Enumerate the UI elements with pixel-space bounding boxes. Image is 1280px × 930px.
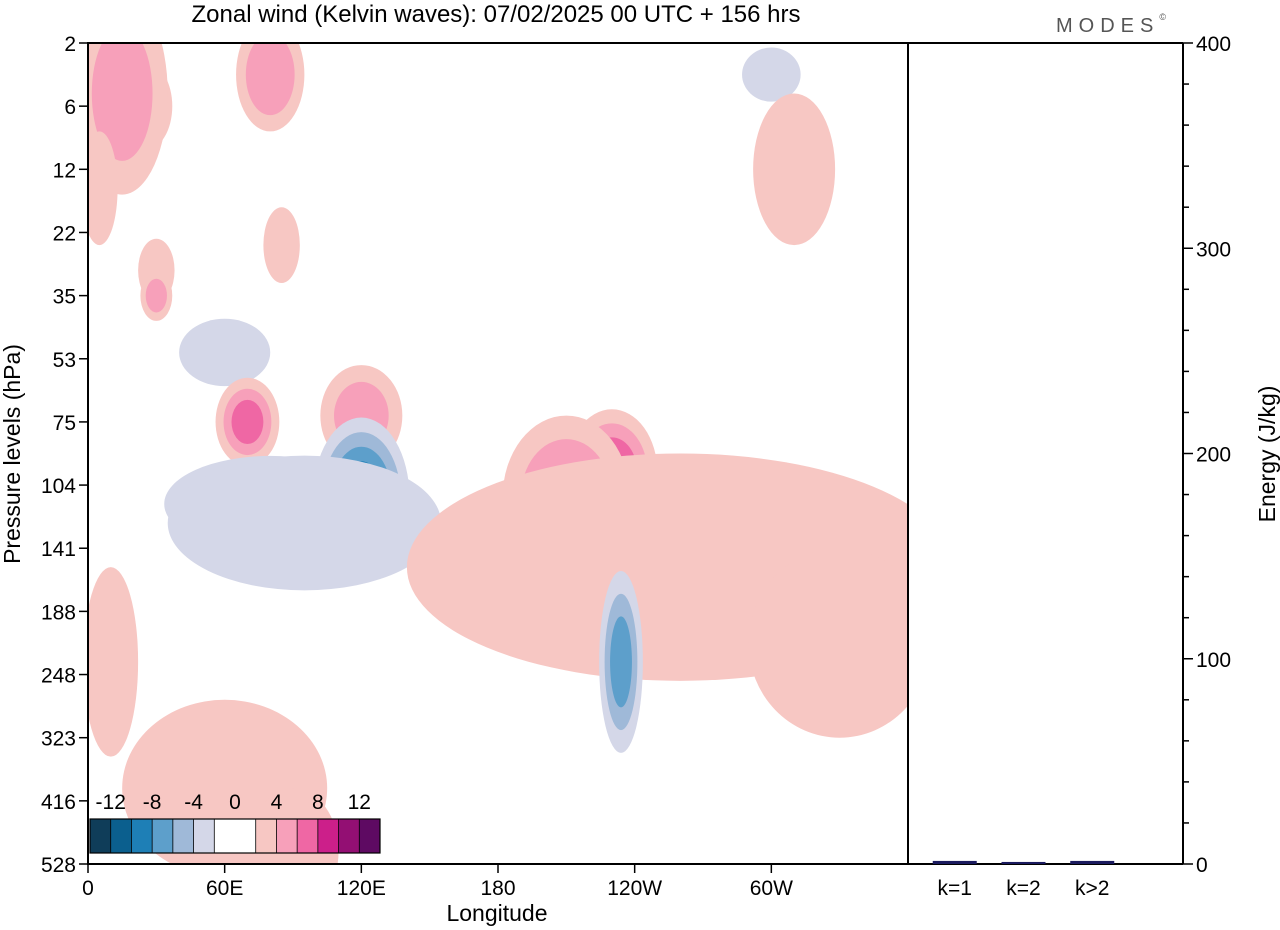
- wind-band: [610, 616, 632, 708]
- colorbar-swatch: [338, 819, 360, 853]
- y-tick-label: 75: [53, 412, 76, 435]
- wind-feature-26: [599, 570, 643, 753]
- y-tick-label: 416: [41, 791, 76, 814]
- colorbar-swatch: [193, 819, 215, 853]
- y-tick-label: 53: [53, 349, 76, 372]
- wind-band: [263, 207, 300, 283]
- x-tick-label: 120W: [607, 877, 662, 900]
- y-tick-label: 104: [41, 475, 76, 498]
- x-tick-label: 60W: [750, 877, 793, 900]
- brand-mark: ©: [1159, 12, 1166, 22]
- energy-tick-label: 300: [1196, 238, 1231, 261]
- y-tick-label: 188: [41, 601, 76, 624]
- y-tick-label: 22: [53, 222, 76, 245]
- wind-feature-29: [88, 567, 139, 757]
- y-tick-label: 12: [53, 159, 76, 182]
- energy-bar: [1070, 860, 1115, 864]
- y-tick-label: 6: [64, 96, 76, 119]
- x-tick-label: 60E: [206, 877, 243, 900]
- energy-tick-label: 100: [1196, 649, 1231, 672]
- colorbar-swatch: [317, 819, 339, 853]
- wind-feature-13: [179, 318, 271, 387]
- colorbar-swatch: [172, 819, 194, 853]
- energy-tick-label: 0: [1196, 854, 1208, 877]
- colorbar-label: 4: [271, 791, 283, 814]
- colorbar: -12 -8 -4 0 4 8 12: [89, 791, 381, 854]
- wind-feature-4: [742, 47, 801, 102]
- wind-feature-2: [236, 43, 305, 132]
- colorbar-label: -12: [96, 791, 126, 814]
- wind-band: [91, 43, 153, 161]
- colorbar-swatch: [110, 819, 132, 853]
- colorbar-swatch: [152, 819, 173, 853]
- wind-feature-10: [140, 270, 173, 321]
- colorbar-swatch: [90, 819, 111, 853]
- colorbar-label: -4: [184, 791, 203, 814]
- colorbar-frame: [89, 818, 381, 854]
- energy-axis-label: Energy (J/kg): [1254, 386, 1280, 523]
- colorbar-swatch: [359, 819, 380, 853]
- wind-band: [753, 93, 836, 246]
- y-axis-label: Pressure levels (hPa): [0, 344, 25, 564]
- wind-band: [245, 43, 295, 116]
- wind-feature-14: [215, 377, 280, 467]
- wind-band: [88, 567, 139, 757]
- energy-bar: [1001, 861, 1046, 864]
- y-tick-label: 141: [41, 538, 76, 561]
- colorbar-swatch: [276, 819, 298, 853]
- brand-logo: MODES©: [1056, 12, 1166, 37]
- wind-band: [145, 278, 167, 313]
- x-tick-label: 0: [82, 877, 94, 900]
- wind-band: [748, 548, 908, 738]
- y-tick-label: 35: [53, 286, 76, 309]
- wind-feature-25: [748, 548, 908, 738]
- colorbar-swatch: [255, 819, 277, 853]
- energy-tick-label: 400: [1196, 33, 1231, 56]
- wind-feature-11: [263, 207, 300, 283]
- energy-category-label: k=1: [938, 877, 972, 900]
- colorbar-label: 0: [229, 791, 241, 814]
- colorbar-swatch: [235, 819, 256, 853]
- y-tick-label: 248: [41, 665, 76, 688]
- energy-category-label: k>2: [1075, 877, 1109, 900]
- colorbar-label: 8: [312, 791, 324, 814]
- wind-feature-18: [167, 455, 442, 591]
- energy-panel: 0 100 200 300 400 k=1 k=2 k>2: [908, 33, 1231, 900]
- heatmap-axes: 0 60E 120E 180 120W 60W 2 6 12 22 35 53 75 104 141 188 2…: [41, 33, 909, 900]
- x-tick-label: 180: [480, 877, 515, 900]
- wind-band: [742, 47, 801, 102]
- heatmap-field: [88, 43, 908, 864]
- wind-band: [231, 399, 264, 445]
- colorbar-label: 12: [348, 791, 371, 814]
- wind-feature-3: [88, 131, 118, 246]
- energy-tick-label: 200: [1196, 444, 1231, 467]
- y-tick-label: 323: [41, 728, 76, 751]
- chart-title: Zonal wind (Kelvin waves): 07/02/2025 00…: [192, 1, 801, 28]
- wind-feature-7: [753, 93, 836, 246]
- energy-category-label: k=2: [1006, 877, 1040, 900]
- wind-band: [179, 318, 271, 387]
- colorbar-swatch: [297, 819, 318, 853]
- y-tick-label: 2: [64, 33, 76, 56]
- colorbar-swatch: [131, 819, 153, 853]
- wind-band: [167, 455, 442, 591]
- x-axis-label: Longitude: [446, 900, 547, 926]
- wind-band: [88, 131, 118, 246]
- colorbar-swatch: [214, 819, 235, 853]
- x-tick-label: 120E: [337, 877, 386, 900]
- energy-bar: [932, 860, 977, 864]
- y-tick-label: 528: [41, 854, 76, 877]
- colorbar-label: -8: [143, 791, 162, 814]
